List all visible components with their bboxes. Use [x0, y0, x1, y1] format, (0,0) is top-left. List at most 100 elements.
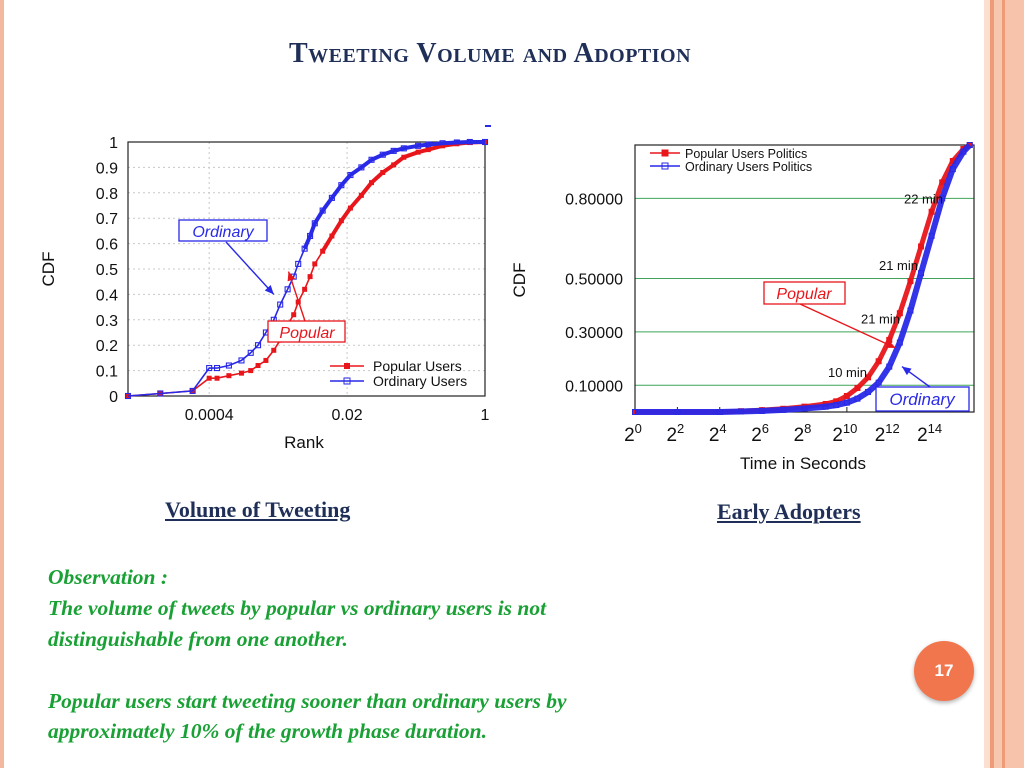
x-axis-label: Time in Seconds	[740, 454, 866, 473]
annotation-box	[178, 219, 268, 242]
y-tick-label: 0.30000	[565, 325, 623, 342]
data-point	[949, 166, 956, 173]
y-tick-label: 0	[109, 389, 118, 406]
observation-line: approximately 10% of the growth phase du…	[48, 719, 487, 743]
data-point	[320, 248, 326, 254]
data-point	[295, 260, 302, 267]
data-point	[213, 365, 221, 372]
data-point	[886, 363, 893, 370]
series-dense-band	[302, 140, 485, 250]
data-point	[206, 375, 212, 381]
plot-frame	[127, 141, 486, 397]
x-tick-label: 212	[875, 421, 900, 446]
y-tick-label: 0.10000	[565, 378, 623, 395]
x-tick-label: 28	[794, 421, 812, 446]
data-point	[226, 373, 232, 379]
data-point	[124, 392, 132, 400]
x-tick-label: 26	[751, 421, 769, 446]
data-point	[214, 375, 220, 381]
data-point	[307, 274, 313, 280]
data-point	[907, 278, 914, 285]
legend-label: Ordinary Users Politics	[685, 160, 812, 174]
x-tick-label: 1	[481, 407, 490, 424]
y-tick-label: 0.4	[96, 287, 118, 304]
annotation-arrowhead	[264, 285, 274, 295]
data-point	[674, 409, 681, 415]
x-tick-label: 210	[832, 421, 857, 446]
data-point	[843, 392, 850, 399]
data-point	[939, 179, 946, 186]
x-tick-label: 214	[917, 421, 942, 446]
page-number-badge: 17	[914, 641, 974, 701]
y-tick-label: 0.9	[96, 160, 118, 177]
data-point	[737, 408, 744, 415]
data-point	[255, 363, 261, 369]
y-tick-label: 0.5	[96, 262, 118, 279]
data-point	[716, 409, 723, 415]
data-point	[291, 312, 297, 318]
data-point	[928, 232, 935, 239]
annotation-arrowhead	[885, 340, 896, 348]
data-point	[833, 402, 840, 409]
y-axis-label: CDF	[39, 252, 58, 287]
data-point	[822, 403, 829, 410]
annotation-label: Ordinary	[192, 224, 254, 241]
x-tick-label: 0.02	[332, 407, 363, 424]
legend-label: Ordinary Users	[373, 373, 467, 389]
data-point	[632, 409, 638, 415]
observation-line: The volume of tweets by popular vs ordin…	[48, 596, 547, 620]
decor-stripe	[1005, 0, 1024, 768]
data-point	[854, 384, 861, 391]
data-point	[918, 270, 925, 277]
data-point	[206, 365, 213, 372]
annotation-label: Popular	[279, 325, 335, 342]
observation-line: distinguishable from one another.	[48, 627, 348, 651]
y-tick-label: 0.8	[96, 186, 118, 203]
annotation-arrow	[225, 241, 275, 295]
data-point	[896, 339, 903, 346]
data-point	[277, 301, 284, 308]
data-point	[302, 286, 308, 292]
legend-label: Popular Users Politics	[685, 147, 807, 161]
data-point	[865, 374, 872, 381]
y-axis-label: CDF	[510, 263, 529, 298]
legend-marker	[661, 162, 669, 170]
y-tick-label: 1	[109, 135, 118, 152]
time-gap-label: 21 min	[879, 258, 918, 273]
time-gap-label: 22 min	[904, 191, 943, 206]
x-axis-label: Rank	[284, 433, 324, 452]
y-tick-label: 0.3	[96, 313, 118, 330]
series-line	[635, 142, 972, 415]
decor-stripe	[1002, 0, 1005, 768]
legend-marker	[343, 377, 351, 385]
data-point	[247, 349, 254, 356]
data-point	[157, 390, 164, 397]
y-tick-label: 0.7	[96, 211, 118, 228]
y-tick-label: 0.2	[96, 338, 118, 355]
annotation-box	[267, 320, 346, 343]
data-point	[865, 388, 872, 395]
y-tick-label: 0.80000	[565, 191, 623, 208]
x-tick-label: 22	[666, 421, 684, 446]
x-tick-label: 0.0004	[185, 407, 234, 424]
annotation-label: Popular	[776, 286, 832, 303]
legend-marker	[344, 363, 350, 369]
observation-line: Popular users start tweeting sooner than…	[48, 689, 567, 713]
data-point	[896, 310, 903, 317]
data-point	[875, 379, 882, 386]
annotation-arrow	[799, 303, 896, 349]
y-tick-label: 0.6	[96, 237, 118, 254]
annotation-box	[875, 386, 970, 412]
y-tick-label: 0.1	[96, 364, 118, 381]
data-point	[284, 286, 291, 293]
data-point	[238, 357, 245, 364]
data-point	[780, 406, 787, 413]
data-point	[939, 195, 946, 202]
data-point	[248, 368, 254, 374]
data-point	[843, 399, 850, 406]
slide-title: Tweeting Volume and Adoption	[288, 38, 692, 69]
left-accent-rule	[0, 0, 4, 768]
adoption-cdf-chart: 0.10000 0.30000 0.50000 0.80000 20 22 24 26 28 21…	[510, 142, 975, 473]
caption-volume-of-tweeting: Volume of Tweeting	[165, 497, 351, 522]
annotation-arrowhead	[287, 271, 296, 282]
